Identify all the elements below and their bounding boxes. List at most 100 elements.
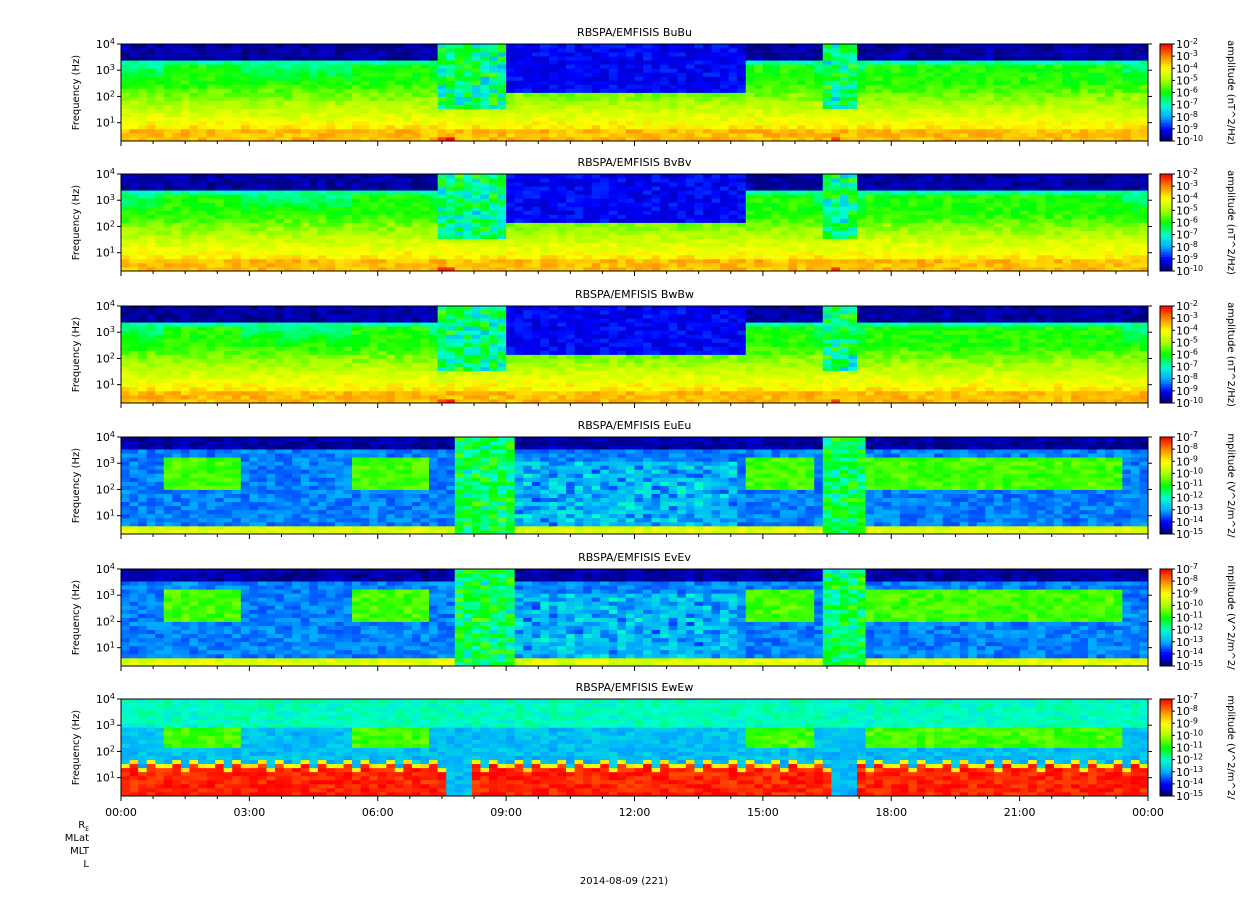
heatmap-cell <box>232 255 241 259</box>
heatmap-cell <box>789 64 798 68</box>
heatmap-cell <box>241 72 250 76</box>
heatmap-cell <box>771 235 780 239</box>
heatmap-cell <box>164 76 173 80</box>
heatmap-cell <box>908 117 917 121</box>
heatmap-cell <box>1062 48 1071 52</box>
heatmap-cell <box>506 255 515 259</box>
heatmap-cell <box>592 206 601 210</box>
heatmap-cell <box>189 80 198 84</box>
heatmap-cell <box>729 243 738 247</box>
heatmap-cell <box>532 113 541 117</box>
heatmap-cell <box>258 243 267 247</box>
heatmap-cell <box>1114 56 1123 60</box>
heatmap-cell <box>566 174 575 178</box>
heatmap-cell <box>172 80 181 84</box>
heatmap-cell <box>1105 48 1114 52</box>
heatmap-cell <box>1062 72 1071 76</box>
heatmap-cell <box>694 190 703 194</box>
heatmap-cell <box>771 88 780 92</box>
heatmap-cell <box>121 194 130 198</box>
heatmap-cell <box>207 60 216 64</box>
heatmap-cell <box>1020 64 1029 68</box>
heatmap-cell <box>1080 80 1089 84</box>
heatmap-cell <box>917 125 926 129</box>
heatmap-cell <box>421 210 430 214</box>
heatmap-cell <box>1097 97 1106 101</box>
heatmap-cell <box>361 52 370 56</box>
heatmap-cell <box>412 190 421 194</box>
heatmap-cell <box>472 113 481 117</box>
heatmap-cell <box>249 255 258 259</box>
heatmap-cell <box>258 117 267 121</box>
heatmap-cell <box>523 93 532 97</box>
heatmap-cell <box>412 255 421 259</box>
heatmap-cell <box>489 80 498 84</box>
heatmap-cell <box>720 174 729 178</box>
heatmap-cell <box>284 231 293 235</box>
heatmap-cell <box>720 202 729 206</box>
heatmap-cell <box>686 202 695 206</box>
heatmap-cell <box>1037 76 1046 80</box>
heatmap-cell <box>326 255 335 259</box>
heatmap-cell <box>275 202 284 206</box>
heatmap-cell <box>1003 101 1012 105</box>
heatmap-cell <box>275 125 284 129</box>
heatmap-cell <box>720 206 729 210</box>
heatmap-cell <box>575 56 584 60</box>
heatmap-cell <box>669 255 678 259</box>
heatmap-cell <box>121 227 130 231</box>
heatmap-cell <box>1131 84 1140 88</box>
heatmap-cell <box>874 56 883 60</box>
heatmap-cell <box>1062 52 1071 56</box>
heatmap-cell <box>155 186 164 190</box>
heatmap-cell <box>344 194 353 198</box>
heatmap-cell <box>378 133 387 137</box>
heatmap-cell <box>566 129 575 133</box>
heatmap-cell <box>164 101 173 105</box>
heatmap-cell <box>609 206 618 210</box>
heatmap-cell <box>172 206 181 210</box>
heatmap-cell <box>361 223 370 227</box>
heatmap-cell <box>395 88 404 92</box>
heatmap-cell <box>1062 129 1071 133</box>
heatmap-cell <box>652 198 661 202</box>
heatmap-cell <box>703 235 712 239</box>
heatmap-cell <box>891 109 900 113</box>
heatmap-cell <box>686 76 695 80</box>
heatmap-cell <box>1028 93 1037 97</box>
heatmap-cell <box>866 68 875 72</box>
heatmap-cell <box>369 117 378 121</box>
heatmap-cell <box>635 202 644 206</box>
heatmap-cell <box>241 84 250 88</box>
heatmap-cell <box>1131 113 1140 117</box>
heatmap-cell <box>1122 101 1131 105</box>
heatmap-cell <box>575 178 584 182</box>
heatmap-cell <box>352 247 361 251</box>
heatmap-cell <box>1062 80 1071 84</box>
heatmap-cell <box>669 76 678 80</box>
heatmap-cell <box>609 52 618 56</box>
heatmap-cell <box>985 68 994 72</box>
heatmap-cell <box>429 227 438 231</box>
heatmap-cell <box>746 251 755 255</box>
heatmap-cell <box>789 263 798 267</box>
heatmap-cell <box>1088 125 1097 129</box>
heatmap-cell <box>130 68 139 72</box>
heatmap-cell <box>583 182 592 186</box>
heatmap-cell <box>814 84 823 88</box>
heatmap-cell <box>395 190 404 194</box>
heatmap-cell <box>617 97 626 101</box>
heatmap-cell <box>164 243 173 247</box>
heatmap-cell <box>266 113 275 117</box>
heatmap-cell <box>763 235 772 239</box>
heatmap-cell <box>635 231 644 235</box>
heatmap-cell <box>463 72 472 76</box>
heatmap-cell <box>498 64 507 68</box>
heatmap-cell <box>1003 68 1012 72</box>
heatmap-cell <box>557 56 566 60</box>
heatmap-cell <box>241 44 250 48</box>
heatmap-cell <box>1139 93 1148 97</box>
heatmap-cell <box>395 52 404 56</box>
heatmap-cell <box>138 105 147 109</box>
heatmap-cell <box>669 44 678 48</box>
